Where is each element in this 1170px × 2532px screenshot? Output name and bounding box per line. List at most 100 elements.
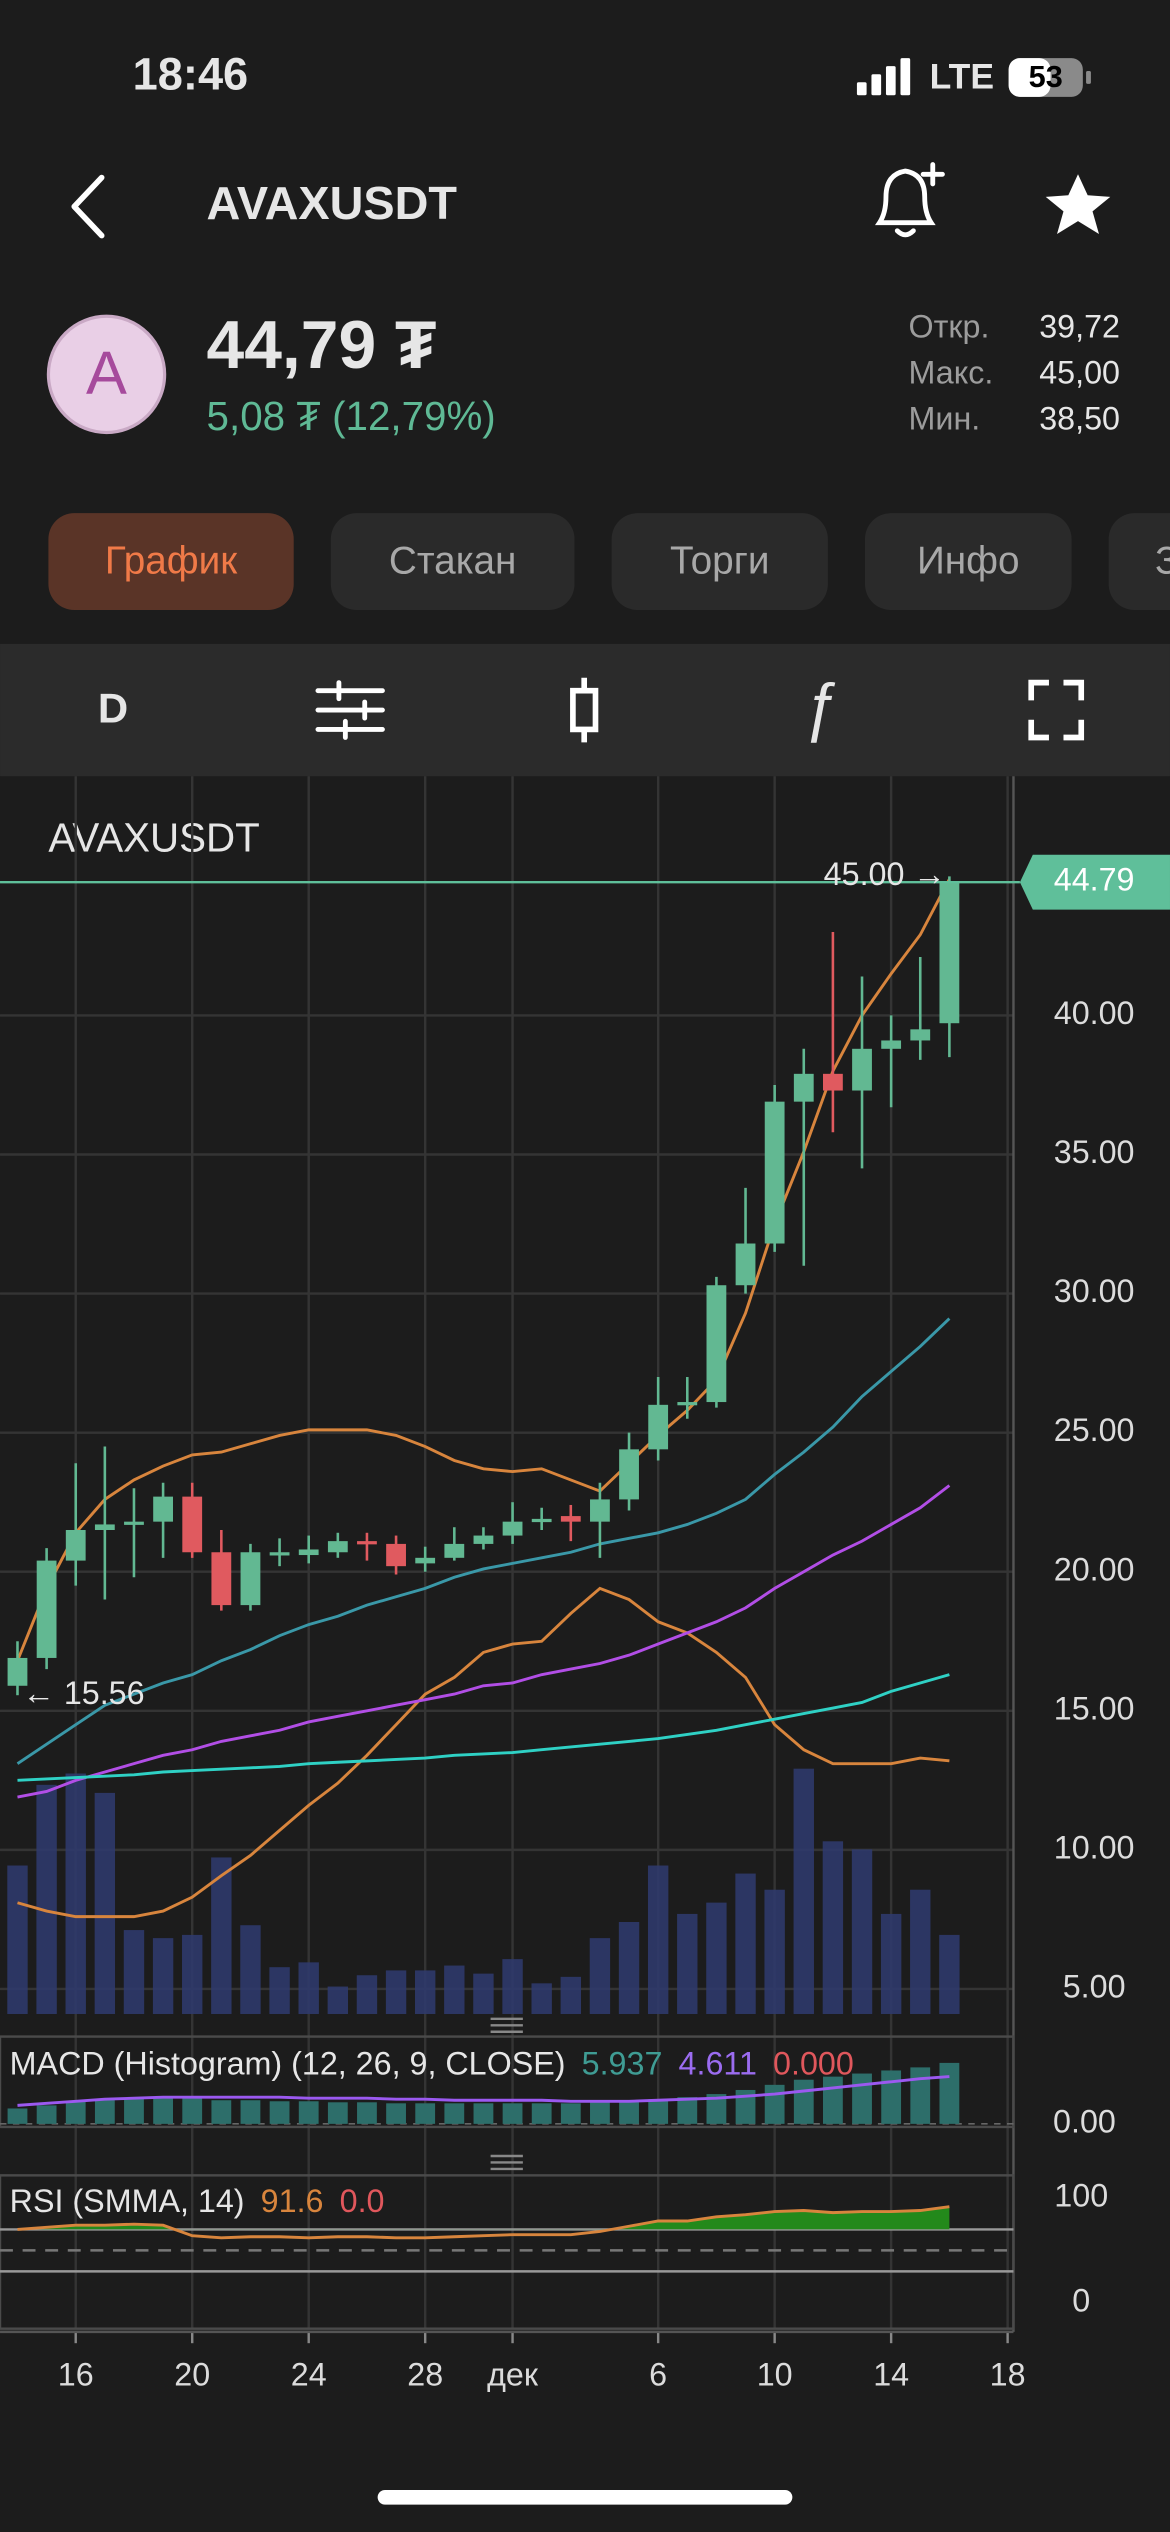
rsi-readout: 0.0	[340, 2182, 385, 2218]
candle-body	[793, 1073, 814, 1102]
x-tick-label: 14	[873, 2357, 909, 2393]
macd-label: MACD (Histogram) (12, 26, 9, CLOSE)	[10, 2045, 566, 2081]
volume-bar	[910, 1889, 931, 2014]
volume-bar	[706, 1902, 727, 2014]
macd-bar	[735, 2089, 756, 2124]
y-tick-label: 100	[1054, 2177, 1108, 2213]
candle-body	[386, 1543, 406, 1567]
panel-border	[0, 2174, 1015, 2330]
volume-bar	[560, 1976, 581, 2014]
functions-button[interactable]: ƒ	[802, 671, 838, 744]
tabs: График Стакан Торги Инфо З	[48, 513, 1170, 611]
stat-value: 38,50	[1039, 401, 1120, 437]
macd-bar	[677, 2097, 698, 2124]
macd-bar	[7, 2108, 28, 2124]
macd-bar	[852, 2073, 872, 2124]
last-price-box	[1019, 854, 1170, 910]
signal-icon	[856, 58, 911, 96]
candle-body	[444, 1543, 465, 1558]
tab-label: Стакан	[389, 539, 517, 582]
stat-label: Откр.	[909, 309, 990, 345]
macd-bar	[881, 2070, 902, 2124]
candle-body	[648, 1404, 669, 1450]
macd-bar	[357, 2102, 377, 2124]
favorite-button[interactable]	[1045, 174, 1111, 234]
volume-bar	[531, 1983, 552, 2014]
volume-bar	[735, 1873, 756, 2014]
chart: 40.00 35.00 30.00 25.00 20.00 15.00 10.00 5.00 1…	[0, 776, 1170, 2393]
macd-bar	[764, 2084, 785, 2124]
avatar	[46, 314, 167, 435]
macd-bar	[153, 2097, 173, 2124]
candle-body	[7, 1657, 28, 1686]
stat-label: Макс.	[909, 355, 994, 391]
candle-body	[298, 1549, 319, 1556]
tab-label: Торги	[670, 539, 769, 582]
macd-bar	[124, 2098, 144, 2124]
x-tick-label: 20	[174, 2357, 210, 2393]
interval-button[interactable]: D	[98, 685, 128, 732]
macd-legend: MACD (Histogram) (12, 26, 9, CLOSE) 5.937…	[10, 2045, 854, 2081]
volume-bar	[240, 1925, 261, 2014]
chart-type-button[interactable]	[570, 677, 599, 743]
candle-body	[65, 1530, 86, 1561]
candle-body	[415, 1557, 436, 1564]
candle-body	[764, 1101, 785, 1244]
home-indicator	[377, 2490, 793, 2505]
macd-bar	[619, 2101, 639, 2124]
volume-bar	[939, 1934, 960, 2014]
tab-label: График	[105, 539, 238, 582]
volume-bar	[647, 1865, 669, 2014]
candle-body	[357, 1541, 377, 1545]
stat-label: Мин.	[909, 401, 981, 437]
x-tick-label: 28	[407, 2357, 443, 2393]
indicators-button[interactable]	[315, 680, 385, 740]
status-network: LTE	[930, 56, 994, 96]
tab[interactable]	[611, 513, 828, 611]
tab[interactable]	[864, 513, 1072, 611]
candle-body	[619, 1449, 639, 1500]
candle-body	[531, 1518, 552, 1523]
back-button[interactable]	[71, 174, 105, 239]
macd-bar	[415, 2103, 436, 2124]
volume-bar	[414, 1970, 436, 2014]
macd-signal	[17, 2075, 950, 2107]
macd-bar	[560, 2103, 581, 2124]
macd-bar	[939, 2062, 960, 2124]
volume-bar	[677, 1913, 698, 2014]
panel-handle[interactable]	[490, 2017, 523, 2033]
macd-bar	[36, 2105, 57, 2124]
x-tick-label: 6	[649, 2357, 667, 2393]
volume-bar	[502, 1959, 523, 2014]
price: 44,79 ₮	[207, 308, 437, 383]
candle-body	[706, 1285, 727, 1403]
alert-button[interactable]	[874, 162, 945, 238]
panel-border	[0, 2035, 1015, 2129]
fullscreen-button[interactable]	[1028, 679, 1085, 741]
macd-bar	[793, 2079, 814, 2124]
macd-bar	[822, 2076, 843, 2124]
tab[interactable]	[330, 513, 575, 611]
stats: Откр. 39,72 Макс. 45,00 Мин. 38,50	[909, 309, 1120, 437]
candle-body	[822, 1073, 843, 1091]
indicator-line	[17, 1673, 950, 1782]
tab[interactable]	[1108, 513, 1170, 610]
candle-body	[269, 1552, 290, 1556]
volume-bar	[444, 1965, 465, 2014]
volume-bar	[851, 1849, 873, 2014]
rsi-overbought-fill	[17, 2206, 950, 2230]
volume-bar	[7, 1865, 28, 2014]
candle-body	[153, 1496, 173, 1522]
y-tick-label: 40.00	[1054, 995, 1135, 1031]
y-tick-label: 5.00	[1063, 1968, 1126, 2004]
panel-handle[interactable]	[490, 2154, 523, 2171]
candle-body	[124, 1521, 144, 1525]
macd-bar	[910, 2067, 931, 2124]
macd-bar	[502, 2103, 523, 2124]
x-tick-label: 24	[291, 2357, 327, 2393]
indicator-line	[17, 1484, 951, 1799]
chart-title: AVAXUSDT	[48, 814, 259, 860]
tab[interactable]	[48, 513, 294, 611]
indicator-line	[16, 878, 951, 1662]
